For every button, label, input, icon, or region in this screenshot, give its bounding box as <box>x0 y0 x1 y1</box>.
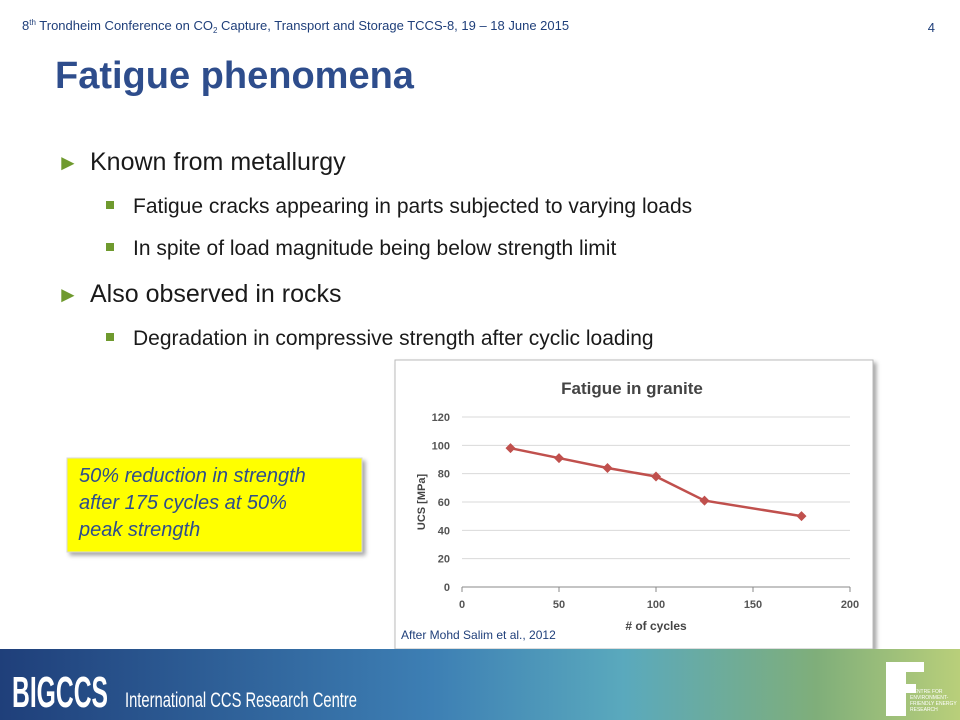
sub-bullet-text: In spite of load magnitude being below s… <box>133 237 616 260</box>
data-point <box>602 463 613 473</box>
logo-line: ENVIRONMENT- <box>910 695 949 701</box>
logo-line: FRIENDLY ENERGY <box>910 701 957 707</box>
sub-bullet-text: Fatigue cracks appearing in parts subjec… <box>133 195 692 218</box>
slide-title: Fatigue phenomena <box>55 55 415 97</box>
y-tick-label: 60 <box>438 497 450 509</box>
x-tick-label: 200 <box>841 599 859 611</box>
footer-band <box>0 649 960 720</box>
caption: After Mohd Salim et al., 2012 <box>401 628 556 642</box>
callout: 50% reduction in strength after 175 cycle… <box>78 465 306 541</box>
logo-shape <box>886 684 916 693</box>
logo-line: CENTRE FOR <box>910 689 943 695</box>
callout-line: after 175 cycles at 50% <box>79 492 287 514</box>
sub-bullet-marker <box>106 333 114 341</box>
data-point <box>699 495 710 506</box>
chart-title: Fatigue in granite <box>561 379 703 398</box>
logo-shape <box>886 662 924 672</box>
chart-frame <box>394 359 874 650</box>
y-tick-label: 120 <box>432 412 450 424</box>
y-tick-label: 100 <box>432 440 450 452</box>
callout-line: 50% reduction in strength <box>79 465 306 487</box>
callout-line: peak strength <box>78 519 200 541</box>
sub-bullet-marker <box>106 201 114 209</box>
conference-header: 8th Trondheim Conference on CO2 Capture,… <box>22 18 569 35</box>
sub-bullet-marker <box>106 243 114 251</box>
y-tick-label: 40 <box>438 525 450 537</box>
bullet-text: Known from metallurgy <box>90 148 346 176</box>
logo <box>886 662 924 716</box>
x-tick-label: 150 <box>744 599 762 611</box>
x-axis-label: # of cycles <box>625 619 687 633</box>
data-point <box>505 443 516 454</box>
data-point <box>651 471 661 482</box>
bullet-list: ► Known from metallurgy Fatigue cracks app… <box>57 148 692 350</box>
y-axis-label: UCS [MPa] <box>416 474 428 531</box>
logo-line: RESEARCH <box>910 707 938 713</box>
bullet-text: Also observed in rocks <box>90 280 342 308</box>
brand-subtitle: International CCS Research Centre <box>125 689 357 712</box>
bullet-arrow: ► <box>57 282 79 307</box>
brand: BIGCCS <box>12 668 108 717</box>
data-point <box>796 511 807 522</box>
x-tick-label: 0 <box>459 599 465 611</box>
bullet-arrow: ► <box>57 150 79 175</box>
x-tick-label: 50 <box>553 599 565 611</box>
y-tick-label: 0 <box>444 582 450 594</box>
x-tick-label: 100 <box>647 599 665 611</box>
chart: Fatigue in granite 0 20 40 60 80 100 120 0 50 100 1… <box>416 379 859 633</box>
data-line <box>510 446 802 518</box>
sub-bullet-text: Degradation in compressive strength afte… <box>133 327 654 350</box>
y-tick-label: 20 <box>438 554 450 566</box>
y-tick-label: 80 <box>438 469 450 481</box>
page-number: 4 <box>928 20 935 35</box>
callout-box <box>66 457 363 553</box>
data-point <box>554 453 564 464</box>
